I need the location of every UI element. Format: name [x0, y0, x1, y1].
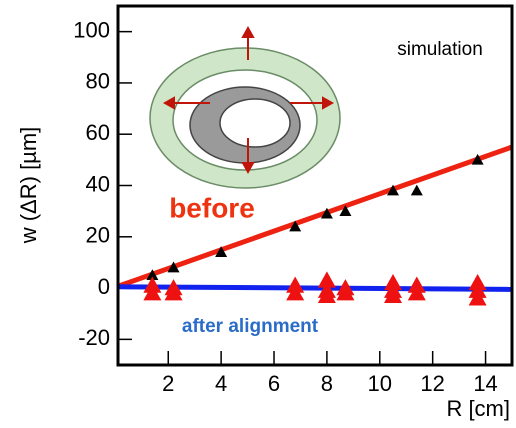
- x-tick-label: 6: [268, 371, 280, 396]
- annotation: before: [169, 192, 255, 223]
- marker: [339, 205, 352, 216]
- detector-inset: [149, 25, 341, 189]
- y-tick-label: 80: [86, 69, 110, 94]
- marker: [286, 284, 305, 301]
- plot-frame: [116, 4, 514, 367]
- marker: [320, 207, 333, 219]
- marker: [410, 184, 423, 196]
- marker: [164, 284, 183, 301]
- marker: [407, 284, 426, 301]
- marker: [317, 286, 336, 303]
- y-tick-label: 60: [86, 120, 110, 145]
- x-tick-label: 8: [321, 371, 333, 396]
- annotation: after alignment: [182, 316, 319, 337]
- marker: [143, 284, 162, 301]
- x-tick-label: 14: [473, 371, 497, 396]
- marker: [167, 261, 180, 273]
- fit-line: [117, 144, 513, 289]
- x-tick-label: 4: [215, 371, 227, 396]
- y-axis-label: w (ΔR) [µm]: [16, 127, 41, 245]
- marker: [468, 289, 487, 306]
- marker: [336, 284, 355, 301]
- y-tick-label: 40: [86, 171, 110, 196]
- x-tick-label: 2: [162, 371, 174, 396]
- y-tick-label: 0: [98, 274, 110, 299]
- y-tick-label: 20: [86, 223, 110, 248]
- marker: [317, 271, 336, 288]
- fit-line: [117, 284, 513, 292]
- annotation: simulation: [397, 39, 483, 60]
- marker: [384, 286, 403, 303]
- x-axis-label: R [cm]: [446, 396, 510, 421]
- y-tick-label: 100: [73, 17, 110, 42]
- marker: [471, 153, 484, 165]
- marker: [146, 269, 159, 281]
- marker: [289, 220, 302, 232]
- marker: [387, 184, 400, 196]
- x-tick-label: 10: [368, 371, 392, 396]
- x-tick-label: 12: [420, 371, 444, 396]
- marker: [215, 246, 228, 257]
- y-tick-label: -20: [78, 325, 110, 350]
